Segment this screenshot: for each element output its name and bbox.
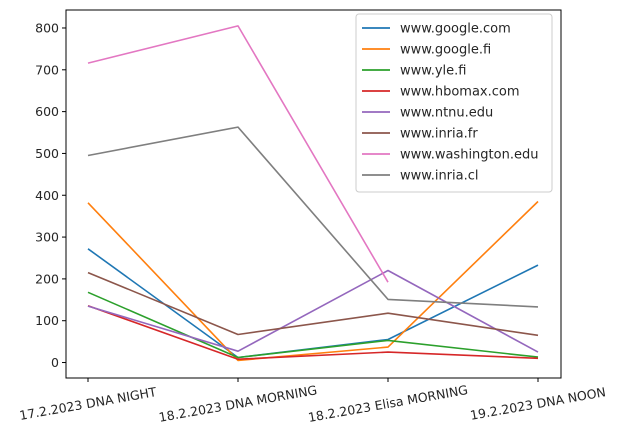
series-line [87,304,539,360]
series-line [87,126,539,308]
x-axis: 17.2.2023 DNA NIGHT 18.2.2023 DNA MORNING… [18,378,607,425]
legend-label: www.hbomax.com [400,85,520,100]
legend-label: www.inria.fr [400,127,478,142]
y-tick-label: 200 [35,271,59,286]
y-tick-label: 700 [35,62,59,77]
legend-label: www.google.fi [400,43,491,58]
series-line [87,291,539,359]
x-tick-label: 19.2.2023 DNA NOON [469,384,607,423]
legend-label: www.washington.edu [400,148,538,163]
y-tick-label: 400 [35,188,59,203]
legend-label: www.ntnu.edu [400,106,493,121]
series-line [87,269,539,353]
plot-lines [87,25,539,362]
y-tick-label: 800 [35,20,59,35]
y-axis: 0 100 200 300 400 500 600 700 800 [35,20,66,370]
legend-label: www.inria.cl [400,169,479,184]
y-tick-label: 600 [35,104,59,119]
series-line [87,271,539,337]
legend-label: www.google.com [400,22,511,37]
y-tick-label: 0 [51,355,59,370]
y-tick-label: 500 [35,146,59,161]
x-tick-label: 18.2.2023 DNA MORNING [158,382,319,425]
plot-frame [65,9,562,379]
legend-label: www.yle.fi [400,64,466,79]
y-tick-label: 100 [35,313,59,328]
x-tick-label: 18.2.2023 Elisa MORNING [307,382,469,425]
x-tick-label: 17.2.2023 DNA NIGHT [18,384,158,423]
series-line [87,25,389,283]
series-line [87,200,539,362]
y-tick-label: 300 [35,230,59,245]
legend: www.google.com www.google.fi www.yle.fi www… [355,13,553,193]
legend-box [355,13,553,193]
